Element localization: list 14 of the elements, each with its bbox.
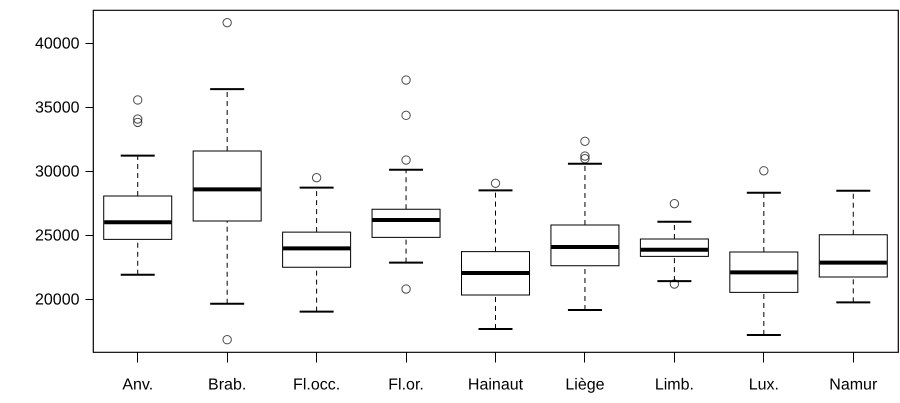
x-tick-label: Namur (829, 376, 878, 394)
y-tick-label: 40000 (35, 36, 80, 53)
x-tick-label: Limb. (654, 376, 694, 394)
y-tick-label: 20000 (35, 292, 80, 309)
y-tick-label: 30000 (35, 164, 80, 181)
x-tick-label: Fl.occ. (293, 376, 340, 394)
x-tick-label: Hainaut (468, 376, 524, 394)
x-tick-label: Anv. (122, 376, 154, 394)
x-tick-label: Liège (565, 376, 605, 394)
y-tick-label: 35000 (35, 100, 80, 117)
y-tick-label: 25000 (35, 228, 80, 245)
x-tick-label: Lux. (748, 376, 779, 394)
x-tick-label: Brab. (208, 376, 246, 394)
x-tick-label: Fl.or. (388, 376, 424, 394)
